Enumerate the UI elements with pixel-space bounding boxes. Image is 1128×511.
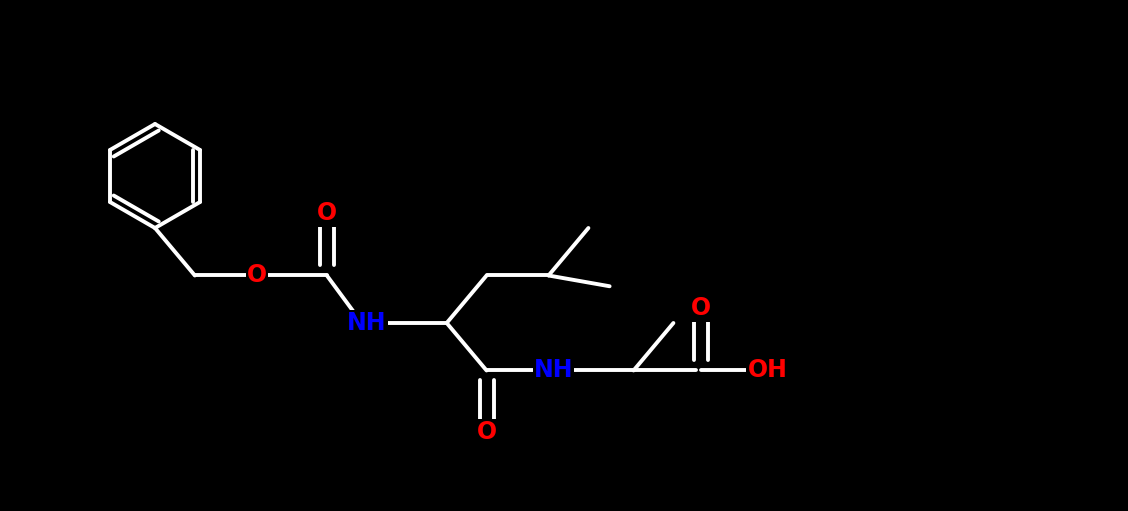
Text: NH: NH (347, 311, 387, 335)
Text: O: O (690, 296, 711, 320)
Text: O: O (247, 264, 267, 288)
Text: O: O (476, 421, 496, 445)
Text: O: O (317, 201, 337, 225)
Text: NH: NH (534, 359, 573, 383)
Text: OH: OH (748, 359, 787, 383)
